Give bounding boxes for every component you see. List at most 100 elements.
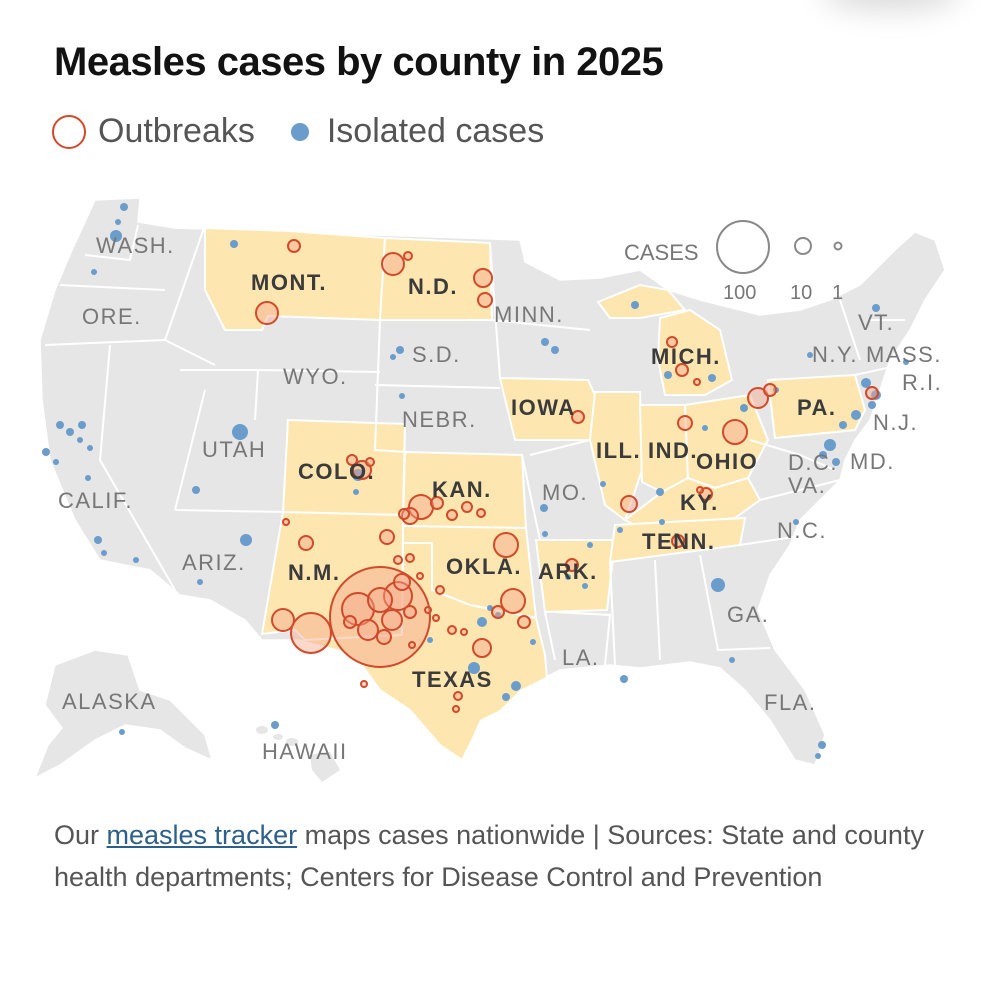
chart-title: Measles cases by county in 2025 (54, 40, 664, 84)
outbreak-circle (453, 691, 463, 701)
outbreak-circle (329, 566, 431, 668)
outbreak-circle (493, 532, 519, 558)
outbreak-circle (379, 529, 395, 545)
label-fla: FLA. (764, 690, 816, 715)
label-texas: TEXAS (412, 667, 493, 692)
isolated-case-point (582, 583, 588, 589)
isolated-case-point (390, 354, 396, 360)
label-alaska: ALASKA (62, 689, 157, 714)
outbreak-circle (408, 641, 416, 649)
outbreak-circle (491, 605, 505, 619)
isolated-case-point (353, 489, 359, 495)
outbreak-circle (430, 496, 444, 510)
outbreak-circle (571, 410, 585, 424)
isolated-case-point (702, 425, 708, 431)
isolated-case-point (91, 269, 97, 275)
isolated-case-point (110, 230, 122, 242)
isolated-case-point (530, 639, 536, 645)
outbreak-circle (565, 558, 579, 572)
isolated-case-point (708, 374, 716, 382)
state-alaska (33, 649, 214, 780)
us-map: WASH. ORE. CALIF. MINN. S.D. WYO. UTAH N… (33, 197, 946, 782)
label-nd: N.D. (408, 274, 458, 299)
isolated-case-point (631, 301, 639, 309)
isolated-case-point (551, 346, 559, 354)
isolated-case-point (815, 753, 821, 759)
outbreak-circle (365, 457, 375, 467)
label-minn: MINN. (494, 302, 564, 327)
label-ind: IND. (648, 438, 698, 463)
size-legend-circle-medium (794, 237, 812, 255)
outbreak-circle (666, 336, 678, 348)
label-ore: ORE. (82, 304, 142, 329)
isolated-case-point (56, 421, 64, 429)
outbreak-circle (416, 572, 424, 580)
outbreak-circle (473, 268, 493, 288)
size-legend-heading: CASES (624, 240, 699, 265)
isolated-case-point (659, 519, 665, 525)
outbreak-circle (722, 419, 748, 445)
outbreak-legend-icon (52, 114, 86, 149)
isolated-case-point (232, 424, 248, 440)
isolated-case-point (565, 574, 571, 580)
isolated-case-point (101, 550, 107, 556)
outbreak-circle (461, 501, 473, 513)
state-michigan-upper (596, 283, 687, 319)
isolated-cases-layer (42, 203, 909, 759)
outbreak-circle (401, 507, 419, 525)
isolated-case-point (230, 240, 238, 248)
isolated-case-point (240, 534, 252, 546)
isolated-case-point (903, 359, 909, 365)
outbreak-circle (343, 615, 357, 629)
measles-tracker-link[interactable]: measles tracker (106, 820, 298, 850)
label-ny: N.Y. (812, 342, 858, 367)
label-calif: CALIF. (58, 488, 133, 513)
isolated-case-point (839, 421, 847, 429)
isolated-case-point (511, 681, 521, 691)
outbreak-circle (393, 555, 403, 565)
size-legend-value-1: 1 (832, 282, 843, 304)
isolated-case-point (77, 437, 83, 443)
isolated-case-point (587, 542, 593, 548)
outbreak-circle (693, 378, 701, 386)
label-mich: MICH. (651, 344, 721, 369)
label-iowa: IOWA (511, 395, 576, 420)
outbreak-circle (393, 573, 411, 591)
outbreak-circle (460, 628, 468, 636)
isolated-legend-icon (290, 122, 309, 141)
isolated-case-point (427, 637, 433, 643)
outbreak-circle (271, 608, 295, 632)
outbreak-circle (367, 587, 393, 613)
outbreak-circle (290, 612, 332, 654)
label-vt: VT. (858, 310, 894, 335)
outbreak-circle (381, 252, 405, 276)
isolated-case-point (133, 557, 139, 563)
isolated-case-point (495, 612, 501, 618)
label-pa: PA. (797, 395, 837, 420)
isolated-case-point (656, 488, 664, 496)
label-la: LA. (562, 645, 600, 670)
outbreak-circle (747, 387, 769, 409)
label-mass: MASS. (866, 342, 942, 367)
outbreak-circle (517, 615, 531, 629)
isolated-case-point (542, 531, 548, 537)
outbreak-circle (282, 518, 290, 526)
label-va: VA. (788, 473, 826, 498)
isolated-case-point (807, 352, 813, 358)
outbreak-circle (865, 386, 879, 400)
state-hawaii (256, 726, 340, 782)
label-utah: UTAH (202, 437, 266, 462)
caption-suffix: maps cases nationwide | Sources: State a… (54, 820, 924, 892)
outbreak-circle (403, 251, 413, 261)
outbreak-circle (620, 495, 638, 513)
isolated-case-point (94, 536, 102, 544)
isolated-case-point (120, 203, 128, 211)
isolated-case-point (793, 519, 799, 525)
outbreak-circle (763, 383, 777, 397)
isolated-case-point (396, 346, 404, 354)
isolated-case-point (541, 338, 549, 346)
outbreak-circle (298, 535, 314, 551)
label-nc: N.C. (777, 518, 827, 543)
isolated-case-point (502, 693, 510, 701)
label-kan: KAN. (432, 477, 492, 502)
